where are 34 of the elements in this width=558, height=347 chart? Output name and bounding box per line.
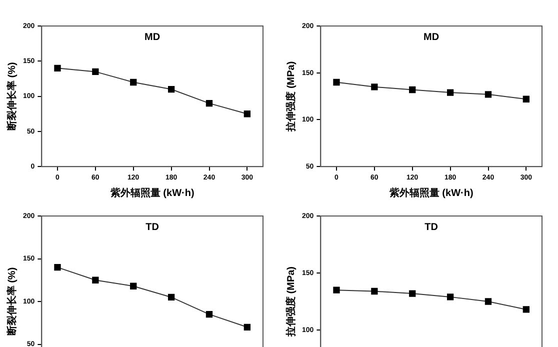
point [130, 282, 137, 290]
point [409, 290, 416, 297]
point [206, 310, 213, 318]
text: TD [146, 222, 160, 233]
point [484, 298, 492, 305]
point [168, 294, 175, 301]
y-axis-title: 拉伸强度 (MPa) [284, 61, 297, 132]
point [92, 68, 99, 76]
point [446, 89, 454, 96]
point [333, 78, 340, 86]
text: MD [424, 32, 440, 43]
point [54, 264, 61, 271]
y-axis-title: 拉伸强度 (MPa) [284, 266, 297, 338]
point [244, 110, 251, 118]
point [206, 100, 213, 107]
point [409, 86, 416, 94]
text: TD [424, 222, 438, 233]
text: MD [144, 32, 160, 43]
point [54, 64, 61, 72]
point [522, 306, 530, 313]
point [484, 91, 492, 98]
point [522, 96, 530, 102]
point [244, 324, 251, 330]
y-axis-title: 断裂伸长率 (%) [6, 267, 18, 336]
point [168, 86, 175, 93]
point [371, 84, 378, 90]
point [130, 78, 137, 86]
y-axis-title: 断裂伸长率 (%) [6, 62, 18, 130]
point [92, 276, 99, 284]
x-axis-title: 紫外辐照量 (kW·h) [109, 186, 194, 199]
x-axis-title: 紫外辐照量 (kW·h) [388, 186, 474, 199]
point [371, 288, 378, 295]
point [446, 294, 454, 300]
point [333, 286, 340, 294]
